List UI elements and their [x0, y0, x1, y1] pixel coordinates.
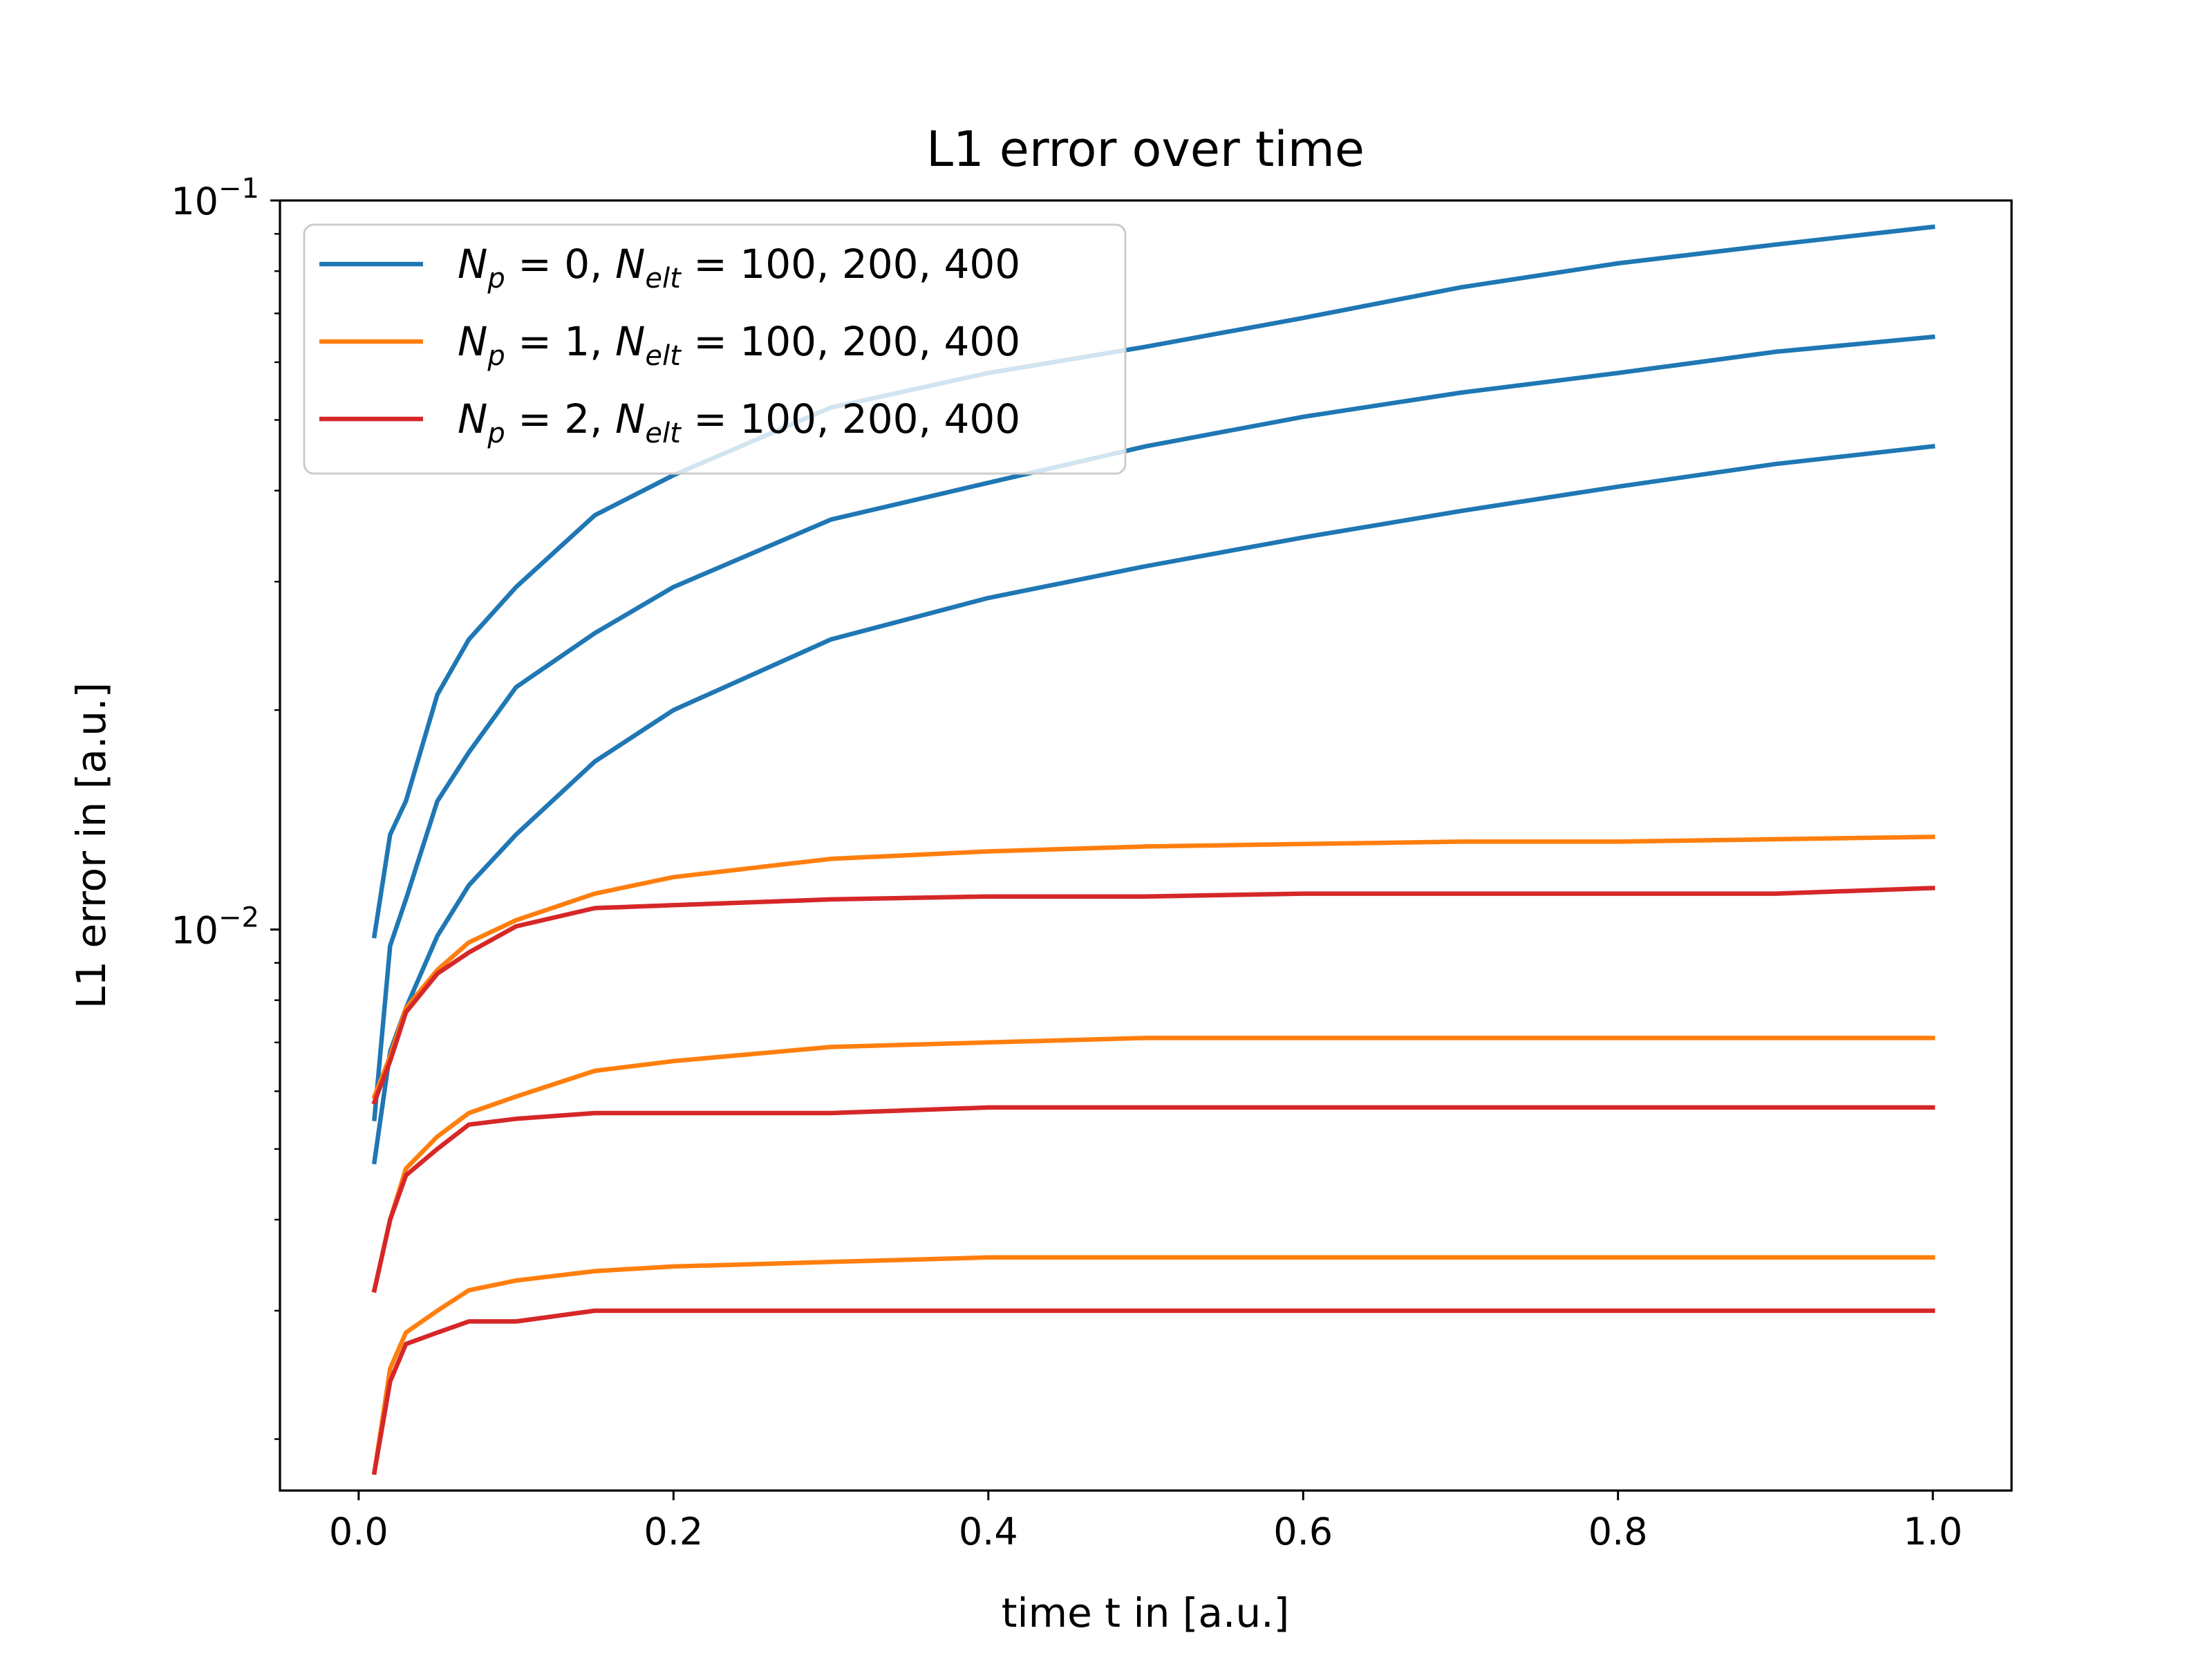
x-tick-label: 0.6 [1273, 1510, 1333, 1553]
legend-label: Np = 0, Nelt = 100, 200, 400 [458, 241, 1020, 295]
x-axis-label: time t in [a.u.] [1002, 1589, 1289, 1636]
x-tick-label: 0.2 [644, 1510, 703, 1553]
series-line-8 [371, 1105, 1936, 1294]
x-tick-label: 1.0 [1903, 1510, 1962, 1553]
x-tick-label: 0.8 [1588, 1510, 1648, 1553]
series-line-3 [371, 444, 1936, 1165]
series-line-5 [371, 1036, 1936, 1294]
series-line-4 [371, 834, 1936, 1100]
legend-label: Np = 1, Nelt = 100, 200, 400 [458, 318, 1020, 372]
legend: Np = 0, Nelt = 100, 200, 400 Np = 1, Nelt… [303, 223, 1127, 475]
series-line-6 [371, 1255, 1936, 1475]
y-axis-label: L1 error in [a.u.] [68, 682, 115, 1009]
legend-label: Np = 2, Nelt = 100, 200, 400 [458, 395, 1020, 449]
y-tick-label: 10−2 [171, 902, 259, 953]
series-layer [371, 224, 1936, 1475]
plot-frame [279, 199, 2013, 1492]
legend-box [303, 223, 1127, 475]
y-tick-label: 10−1 [171, 173, 259, 223]
x-axis-ticks: 0.0 0.2 0.4 0.6 0.8 1.0 [329, 1491, 1962, 1553]
y-axis-ticks: 10−1 10−2 [171, 173, 280, 1440]
series-line-7 [371, 886, 1936, 1105]
x-tick-label: 0.4 [959, 1510, 1018, 1553]
x-tick-label: 0.0 [329, 1510, 388, 1553]
series-line-2 [372, 334, 1936, 1121]
series-line-9 [371, 1308, 1936, 1475]
chart-title: L1 error over time [926, 121, 1365, 178]
